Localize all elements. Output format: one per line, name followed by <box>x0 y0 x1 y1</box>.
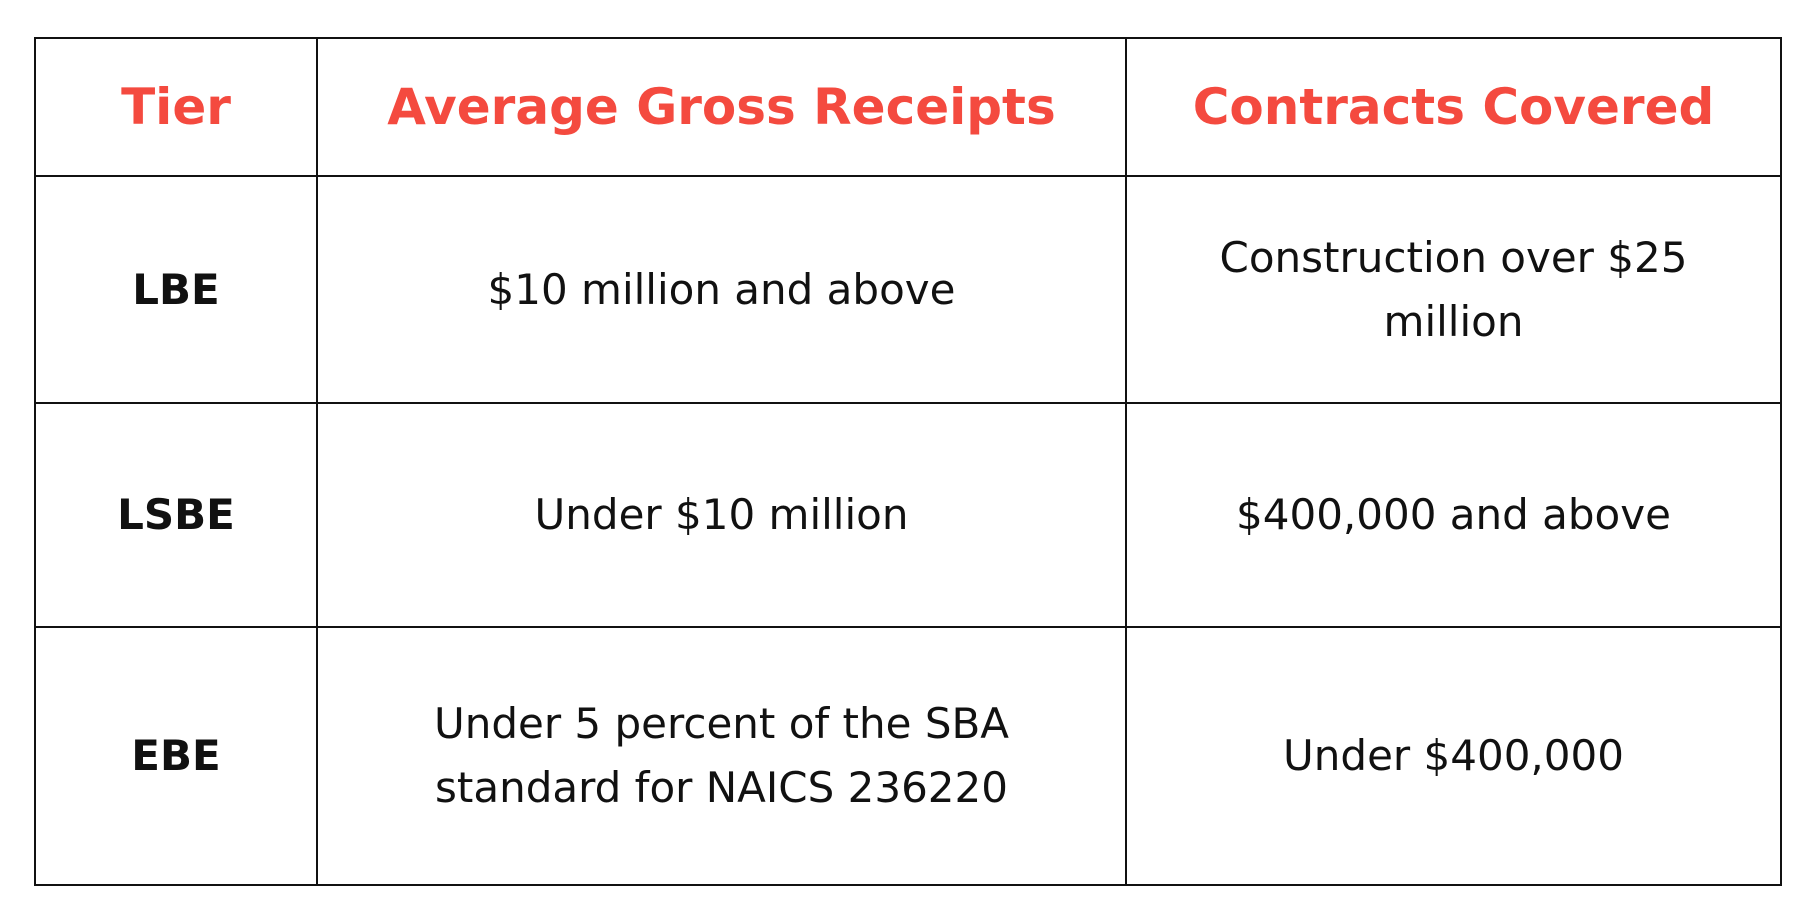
cell: Under 5 percent of the SBA standard for … <box>316 626 1127 886</box>
header-cell: Average Gross Receipts <box>316 37 1127 177</box>
header-row: Tier Average Gross Receipts Contracts Co… <box>34 37 1782 177</box>
cell: Construction over $25 million <box>1125 175 1782 404</box>
header-cell: Tier <box>34 37 318 177</box>
tier-cell: LSBE <box>34 402 318 628</box>
row: LBE $10 million and above Construction o… <box>34 175 1782 404</box>
row: EBE Under 5 percent of the SBA standard … <box>34 626 1782 886</box>
cell: $400,000 and above <box>1125 402 1782 628</box>
row: LSBE Under $10 million $400,000 and abov… <box>34 402 1782 628</box>
tier-table: Tier Average Gross Receipts Contracts Co… <box>34 37 1782 886</box>
cell: Under $400,000 <box>1125 626 1782 886</box>
tier-cell: EBE <box>34 626 318 886</box>
header-cell: Contracts Covered <box>1125 37 1782 177</box>
cell: Under $10 million <box>316 402 1127 628</box>
tier-cell: LBE <box>34 175 318 404</box>
cell: $10 million and above <box>316 175 1127 404</box>
